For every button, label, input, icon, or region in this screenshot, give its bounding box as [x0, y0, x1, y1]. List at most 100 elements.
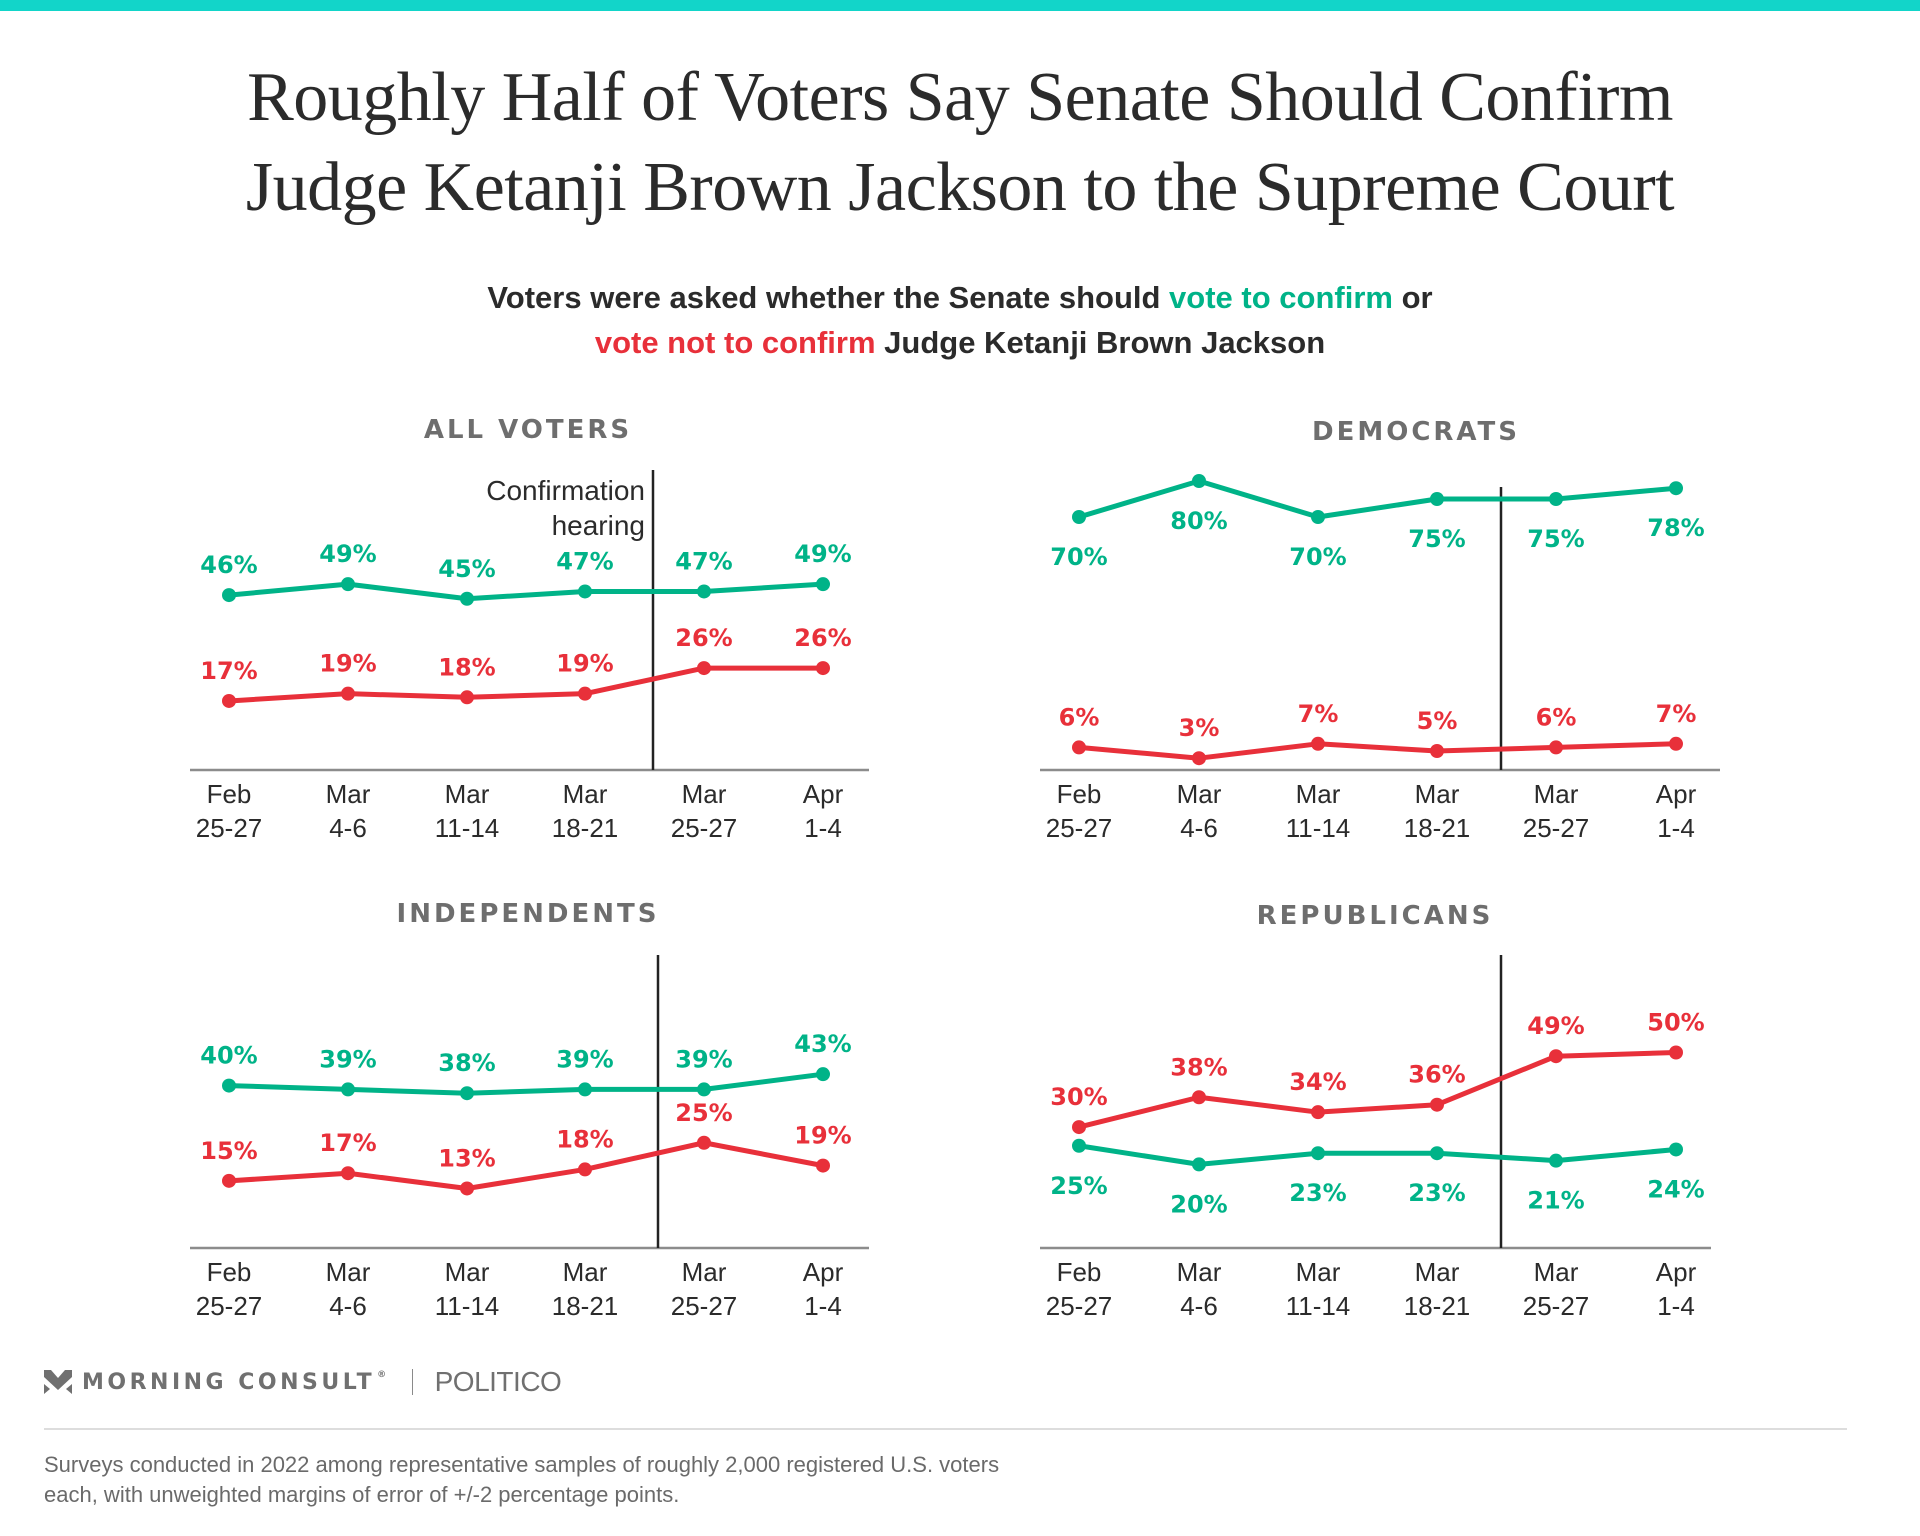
x-tick-label-dates: 11-14: [1286, 1291, 1351, 1321]
data-point-vote-to-confirm: [460, 591, 474, 606]
x-tick-label-dates: 4-6: [329, 1291, 367, 1321]
x-tick-label-month: Mar: [1534, 1257, 1579, 1287]
x-tick-label-month: Feb: [207, 1257, 252, 1287]
data-point-vote-not-to-confirm: [1311, 736, 1325, 751]
data-label-vote-not-to-confirm: 5%: [1417, 707, 1458, 735]
data-label-vote-to-confirm: 23%: [1408, 1179, 1465, 1207]
x-tick-label-month: Mar: [1534, 779, 1579, 809]
x-tick-label-month: Mar: [326, 779, 371, 809]
data-label-vote-not-to-confirm: 3%: [1179, 714, 1220, 742]
subtitle-not-confirm-legend: vote not to confirm: [594, 325, 876, 360]
data-point-vote-not-to-confirm: [1430, 1097, 1444, 1112]
data-point-vote-to-confirm: [578, 1082, 592, 1097]
x-tick-label-month: Mar: [1177, 779, 1222, 809]
x-tick-label-dates: 18-21: [1404, 1291, 1471, 1321]
x-tick-label-month: Apr: [803, 1257, 844, 1287]
x-tick-label-dates: 25-27: [1523, 813, 1590, 843]
panel-independents: Feb 25-27 Mar 4-6 Mar 11-14 Mar 18-21 Mar 25-27 Ap…: [190, 955, 869, 1321]
x-tick-label-dates: 4-6: [1180, 1291, 1218, 1321]
data-point-vote-to-confirm: [1430, 1146, 1444, 1161]
data-point-vote-not-to-confirm: [1072, 1120, 1086, 1135]
data-label-vote-to-confirm: 38%: [438, 1049, 495, 1077]
data-point-vote-not-to-confirm: [1192, 751, 1206, 766]
data-label-vote-to-confirm: 39%: [556, 1045, 613, 1073]
data-label-vote-not-to-confirm: 7%: [1298, 700, 1339, 728]
data-label-vote-to-confirm: 47%: [675, 547, 732, 575]
brand-logos: MORNING CONSULT ® POLITICO: [44, 1366, 562, 1398]
x-tick-label-month: Mar: [563, 1257, 608, 1287]
x-tick-label-dates: 11-14: [435, 1291, 500, 1321]
data-point-vote-not-to-confirm: [222, 1173, 236, 1188]
x-tick-label-month: Feb: [1057, 779, 1102, 809]
data-label-vote-to-confirm: 78%: [1647, 514, 1704, 542]
x-tick-label-dates: 18-21: [552, 813, 619, 843]
data-label-vote-to-confirm: 21%: [1527, 1187, 1584, 1215]
data-point-vote-to-confirm: [1669, 481, 1683, 496]
subtitle-text: Judge Ketanji Brown Jackson: [875, 325, 1326, 360]
x-tick-label-month: Mar: [1415, 779, 1460, 809]
data-point-vote-not-to-confirm: [460, 1181, 474, 1196]
data-point-vote-to-confirm: [1430, 492, 1444, 506]
x-tick-label-dates: 18-21: [1404, 813, 1471, 843]
series-line-vote-to-confirm: [226, 1071, 826, 1096]
series-line-vote-not-to-confirm: [226, 665, 826, 704]
series-line-vote-to-confirm: [226, 581, 826, 602]
subtitle-text: or: [1392, 280, 1433, 315]
x-tick-label-month: Feb: [1057, 1257, 1102, 1287]
data-label-vote-not-to-confirm: 17%: [200, 657, 257, 685]
x-tick-label-dates: 1-4: [804, 1291, 842, 1321]
x-tick-label-dates: 25-27: [1523, 1291, 1590, 1321]
data-label-vote-not-to-confirm: 13%: [438, 1144, 495, 1172]
data-point-vote-not-to-confirm: [697, 1135, 711, 1150]
series-line-vote-not-to-confirm: [226, 1140, 826, 1191]
data-label-vote-to-confirm: 24%: [1647, 1175, 1704, 1203]
data-point-vote-not-to-confirm: [341, 686, 355, 701]
data-point-vote-to-confirm: [460, 1086, 474, 1101]
x-tick-label-dates: 25-27: [196, 813, 263, 843]
data-point-vote-not-to-confirm: [222, 693, 236, 708]
data-point-vote-to-confirm: [1072, 1138, 1086, 1153]
data-label-vote-not-to-confirm: 18%: [556, 1125, 613, 1153]
x-tick-label-dates: 25-27: [671, 813, 738, 843]
top-accent-bar: [0, 0, 1920, 11]
data-point-vote-to-confirm: [1549, 492, 1563, 506]
chart-title-line2: Judge Ketanji Brown Jackson to the Supre…: [245, 149, 1675, 226]
data-point-vote-to-confirm: [222, 1078, 236, 1093]
panel-republicans: Feb 25-27 Mar 4-6 Mar 11-14 Mar 18-21 Mar 25-27 Ap…: [1040, 955, 1711, 1321]
data-point-vote-to-confirm: [222, 588, 236, 603]
data-point-vote-to-confirm: [1549, 1153, 1563, 1168]
data-point-vote-to-confirm: [1669, 1142, 1683, 1157]
logo-separator: [411, 1369, 413, 1395]
footnote-line1: Surveys conducted in 2022 among represen…: [44, 1452, 1000, 1477]
data-label-vote-to-confirm: 75%: [1408, 525, 1465, 553]
x-tick-label-month: Mar: [682, 1257, 727, 1287]
data-point-vote-not-to-confirm: [578, 1162, 592, 1177]
data-label-vote-to-confirm: 70%: [1289, 543, 1346, 571]
data-point-vote-not-to-confirm: [816, 661, 830, 676]
data-label-vote-not-to-confirm: 7%: [1656, 700, 1697, 728]
series-line-vote-not-to-confirm: [1076, 1050, 1679, 1130]
data-label-vote-to-confirm: 39%: [675, 1045, 732, 1073]
data-point-vote-to-confirm: [697, 584, 711, 599]
panel-all-voters: Confirmation hearing Feb 25-27 Mar 4-6 Mar 11-1…: [190, 470, 869, 843]
data-point-vote-not-to-confirm: [697, 661, 711, 676]
series-line-vote-to-confirm: [1076, 1143, 1679, 1167]
data-label-vote-to-confirm: 70%: [1050, 543, 1107, 571]
data-label-vote-not-to-confirm: 36%: [1408, 1061, 1465, 1089]
series-line-vote-not-to-confirm: [1076, 741, 1679, 761]
data-label-vote-not-to-confirm: 26%: [794, 624, 851, 652]
x-tick-label-dates: 4-6: [1180, 813, 1218, 843]
data-point-vote-not-to-confirm: [1311, 1105, 1325, 1120]
x-tick-label-month: Apr: [1656, 779, 1697, 809]
subtitle-confirm-legend: vote to confirm: [1169, 280, 1393, 315]
footer-divider: [44, 1428, 1847, 1430]
panel-democrats: Feb 25-27 Mar 4-6 Mar 11-14 Mar 18-21 Mar 25-27 Ap…: [1040, 474, 1720, 843]
x-tick-label-dates: 1-4: [1657, 813, 1695, 843]
footnote-line2: each, with unweighted margins of error o…: [44, 1482, 680, 1507]
data-label-vote-not-to-confirm: 19%: [556, 650, 613, 678]
panel-title-republicans: REPUBLICANS: [1256, 901, 1494, 931]
data-point-vote-to-confirm: [1192, 1157, 1206, 1172]
confirmation-hearing-label-line2: hearing: [552, 510, 645, 541]
data-point-vote-to-confirm: [341, 577, 355, 592]
